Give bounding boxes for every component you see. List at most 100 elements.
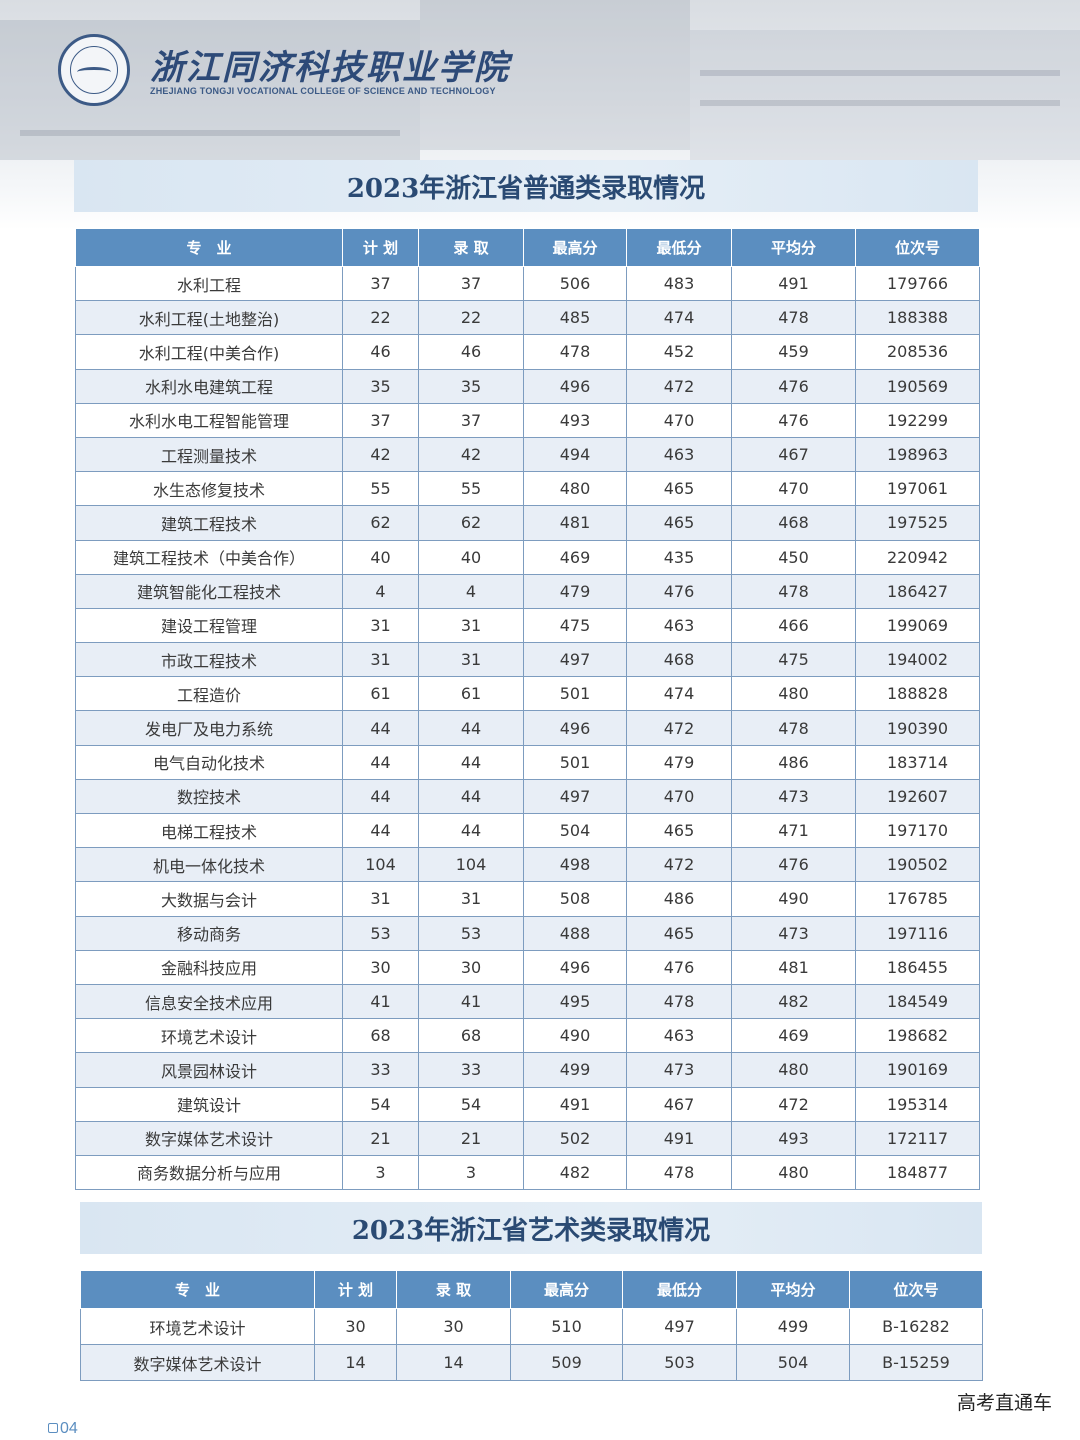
cell-rank: 183714 [855, 744, 980, 780]
cell-rank: 190390 [855, 710, 980, 746]
cell-max-score: 497 [523, 642, 627, 678]
cell-major: 数控技术 [75, 778, 343, 815]
window-row [700, 70, 1060, 76]
cell-major: 工程造价 [75, 676, 343, 712]
cell-plan: 30 [342, 949, 419, 985]
cell-min-score: 474 [626, 676, 732, 712]
cell-admitted: 31 [418, 881, 524, 917]
cell-admitted: 31 [418, 642, 524, 678]
cell-major: 电梯工程技术 [75, 812, 343, 849]
cell-max-score: 488 [523, 915, 627, 951]
cell-min-score: 497 [622, 1308, 737, 1345]
column-header-major: 专 业 [80, 1270, 315, 1309]
cell-avg-score: 480 [731, 1052, 856, 1088]
table-row: 数字媒体艺术设计 21 21 502 491 493 172117 [75, 1120, 980, 1156]
cell-avg-score: 466 [731, 607, 856, 644]
table-row: 电梯工程技术 44 44 504 465 471 197170 [75, 812, 980, 849]
cell-plan: 44 [342, 778, 419, 815]
cell-rank: 179766 [855, 265, 980, 302]
cell-max-score: 482 [523, 1154, 627, 1191]
cell-min-score: 465 [626, 915, 732, 951]
cell-major: 水生态修复技术 [75, 471, 343, 507]
cell-plan: 4 [342, 573, 419, 609]
cell-max-score: 469 [523, 539, 627, 575]
column-header-min-score: 最低分 [626, 228, 732, 267]
table-row: 风景园林设计 33 33 499 473 480 190169 [75, 1052, 980, 1088]
cell-admitted: 33 [418, 1052, 524, 1088]
cell-rank: 192607 [855, 778, 980, 815]
table-row: 建筑设计 54 54 491 467 472 195314 [75, 1086, 980, 1122]
cell-rank: 172117 [855, 1120, 980, 1156]
cell-plan: 30 [314, 1308, 397, 1345]
cell-admitted: 42 [418, 436, 524, 473]
cell-plan: 3 [342, 1154, 419, 1191]
cell-max-score: 494 [523, 436, 627, 473]
cell-rank: 190569 [855, 368, 980, 404]
column-header-avg-score: 平均分 [736, 1270, 850, 1309]
cell-rank: 188388 [855, 300, 980, 336]
cell-rank: 197525 [855, 505, 980, 541]
page-square-icon [48, 1423, 58, 1433]
cell-major: 环境艺术设计 [75, 1018, 343, 1054]
cell-major: 大数据与会计 [75, 881, 343, 917]
college-name-cn: 浙江同济科技职业学院 [150, 48, 510, 88]
column-header-avg-score: 平均分 [731, 228, 856, 267]
general-admission-table: 专 业 计 划 录 取 最高分 最低分 平均分 位次号 水利工程 37 37 506 4… [75, 228, 980, 1191]
cell-max-score: 502 [523, 1120, 627, 1156]
cell-avg-score: 470 [731, 471, 856, 507]
cell-avg-score: 481 [731, 949, 856, 985]
cell-admitted: 4 [418, 573, 524, 609]
building-shape [690, 30, 1080, 160]
table-row: 建筑工程技术（中美合作） 40 40 469 435 450 220942 [75, 539, 980, 575]
art-admission-table: 专 业 计 划 录 取 最高分 最低分 平均分 位次号 环境艺术设计 30 30 51… [80, 1270, 983, 1381]
cell-plan: 44 [342, 710, 419, 746]
table-row: 发电厂及电力系统 44 44 496 472 478 190390 [75, 710, 980, 746]
cell-max-score: 490 [523, 1018, 627, 1054]
cell-min-score: 467 [626, 1086, 732, 1122]
cell-plan: 40 [342, 539, 419, 575]
cell-min-score: 472 [626, 368, 732, 404]
cell-min-score: 483 [626, 265, 732, 302]
cell-min-score: 468 [626, 642, 732, 678]
cell-admitted: 44 [418, 812, 524, 849]
page-number-text: 04 [60, 1420, 78, 1437]
cell-max-score: 475 [523, 607, 627, 644]
table-row: 商务数据分析与应用 3 3 482 478 480 184877 [75, 1154, 980, 1191]
column-header-major: 专 业 [75, 228, 343, 267]
cell-admitted: 31 [418, 607, 524, 644]
cell-rank: 184877 [855, 1154, 980, 1191]
table-row: 大数据与会计 31 31 508 486 490 176785 [75, 881, 980, 917]
cell-plan: 14 [314, 1344, 397, 1381]
cell-rank: B-15259 [849, 1344, 983, 1381]
cell-avg-score: 490 [731, 881, 856, 917]
table-row: 工程测量技术 42 42 494 463 467 198963 [75, 436, 980, 473]
cell-plan: 33 [342, 1052, 419, 1088]
cell-max-score: 508 [523, 881, 627, 917]
cell-avg-score: 472 [731, 1086, 856, 1122]
cell-max-score: 480 [523, 471, 627, 507]
table-row: 水利工程(中美合作) 46 46 478 452 459 208536 [75, 334, 980, 370]
cell-rank: 176785 [855, 881, 980, 917]
cell-min-score: 435 [626, 539, 732, 575]
cell-admitted: 30 [418, 949, 524, 985]
section-title-art: 2023年浙江省艺术类录取情况 [80, 1202, 982, 1254]
section-title-general-text: 2023年浙江省普通类录取情况 [346, 173, 706, 204]
column-header-admitted: 录 取 [418, 228, 524, 267]
column-header-min-score: 最低分 [622, 1270, 737, 1309]
window-row [700, 100, 1060, 106]
cell-max-score: 506 [523, 265, 627, 302]
cell-avg-score: 471 [731, 812, 856, 849]
cell-max-score: 496 [523, 368, 627, 404]
cell-admitted: 44 [418, 778, 524, 815]
cell-admitted: 54 [418, 1086, 524, 1122]
cell-rank: 194002 [855, 642, 980, 678]
cell-major: 金融科技应用 [75, 949, 343, 985]
cell-major: 移动商务 [75, 915, 343, 951]
table-row: 市政工程技术 31 31 497 468 475 194002 [75, 642, 980, 678]
window-row [20, 130, 400, 136]
cell-admitted: 44 [418, 710, 524, 746]
cell-major: 机电一体化技术 [75, 847, 343, 883]
cell-major: 电气自动化技术 [75, 744, 343, 780]
cell-avg-score: 482 [731, 983, 856, 1020]
cell-rank: 192299 [855, 402, 980, 438]
